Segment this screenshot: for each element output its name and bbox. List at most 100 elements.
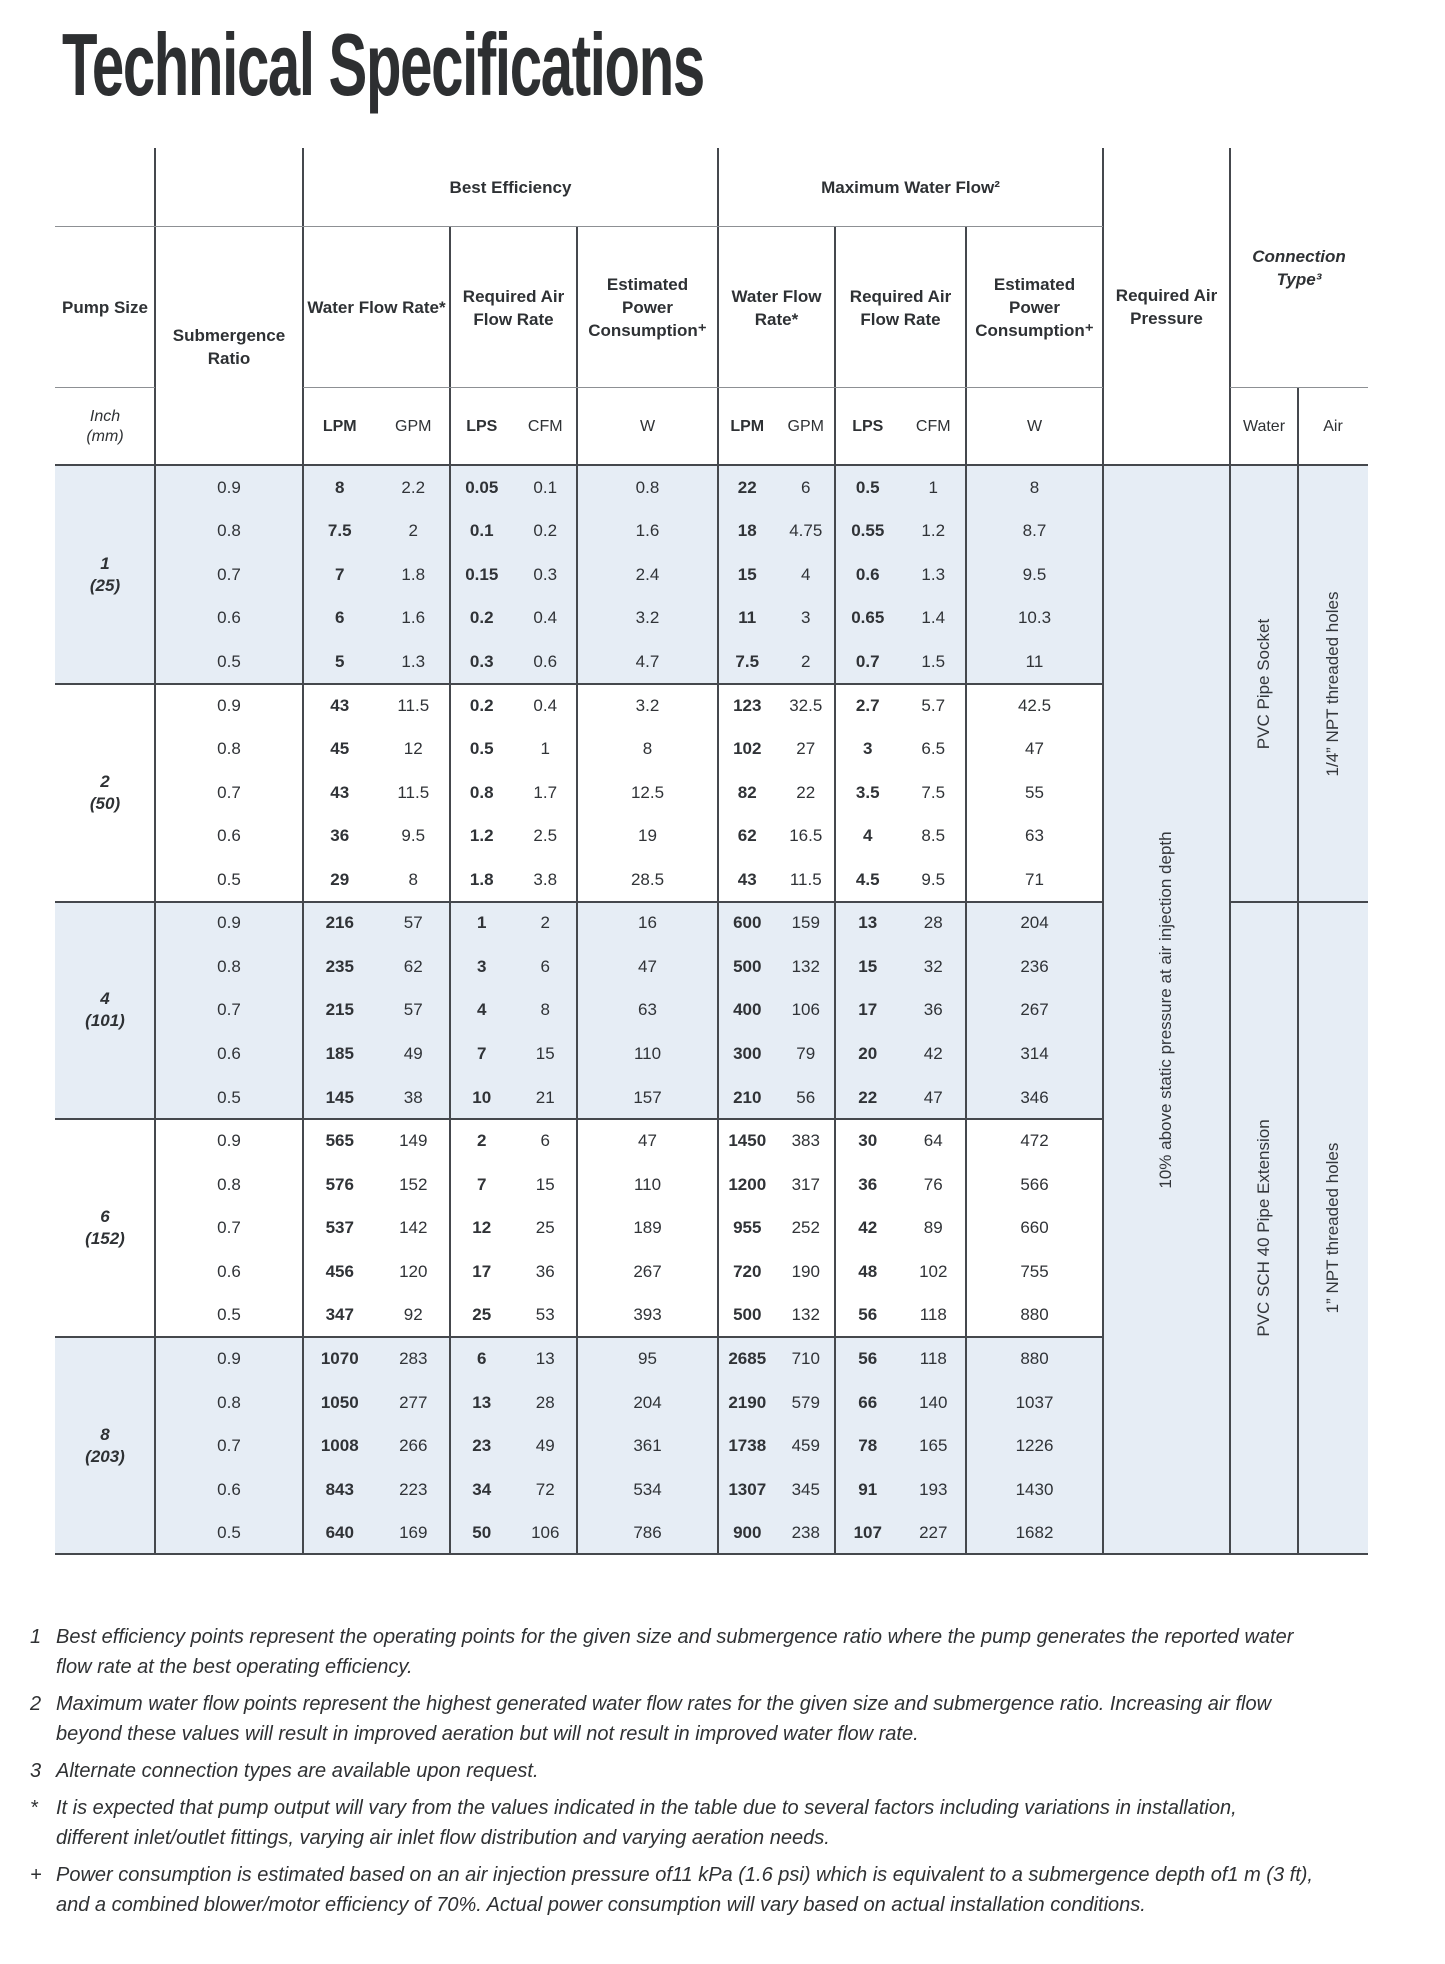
cell-mwf-lps: 2.7 xyxy=(855,695,880,715)
cell-mwf-cfm: 36 xyxy=(923,1000,943,1020)
grid-hline-units-b xyxy=(303,387,1103,388)
cell-be-w: 110 xyxy=(633,1044,662,1064)
cell-be-lps: 2 xyxy=(477,1131,487,1151)
cell-mwf-w: 204 xyxy=(1020,913,1049,933)
cell-be-gpm: 9.5 xyxy=(401,826,426,846)
table-row: 0.6 843 223 34 72 534 1307 345 91 193 1430 xyxy=(155,1468,1103,1512)
pump-size-cell: 2 (50) xyxy=(55,684,155,902)
cell-be-lps: 23 xyxy=(472,1436,492,1456)
table-row: 0.6 36 9.5 1.2 2.5 19 62 16.5 4 8.5 63 xyxy=(155,814,1103,858)
cell-be-w: 16 xyxy=(638,913,657,933)
cell-mwf-cfm: 89 xyxy=(923,1218,943,1238)
cell-mwf-w: 1037 xyxy=(1015,1392,1054,1412)
cell-mwf-w: 1682 xyxy=(1015,1523,1054,1543)
cell-mwf-gpm: 27 xyxy=(796,739,816,759)
unit-gpm-mwf: GPM xyxy=(787,418,824,435)
footnote-text: Alternate connection types are available… xyxy=(56,1760,539,1782)
cell-mwf-lps: 17 xyxy=(858,1000,878,1020)
cell-be-w: 189 xyxy=(633,1218,662,1238)
cell-be-w: 63 xyxy=(638,1000,657,1020)
cell-mwf-lps: 0.7 xyxy=(855,652,880,671)
cell-mwf-lps: 107 xyxy=(853,1523,882,1543)
cell-submergence-ratio: 0.7 xyxy=(217,564,241,584)
cell-mwf-gpm: 6 xyxy=(801,477,811,497)
cell-mwf-gpm: 16.5 xyxy=(789,826,823,846)
cell-be-cfm: 0.6 xyxy=(533,652,558,671)
cell-be-lps: 0.5 xyxy=(469,739,494,759)
cell-mwf-lps: 48 xyxy=(858,1261,878,1281)
cell-mwf-lpm: 15 xyxy=(737,564,757,584)
cell-mwf-gpm: 3 xyxy=(801,608,811,628)
cell-mwf-cfm: 1.3 xyxy=(921,564,946,584)
cell-be-lps: 12 xyxy=(472,1218,492,1238)
cell-be-lpm: 5 xyxy=(335,652,345,671)
col-header-water-flow-be: Water Flow Rate* xyxy=(307,298,446,317)
cell-mwf-lpm: 11 xyxy=(738,608,757,628)
cell-mwf-gpm: 238 xyxy=(791,1523,820,1543)
cell-submergence-ratio: 0.5 xyxy=(217,1523,241,1543)
cell-be-w: 786 xyxy=(633,1523,662,1543)
pump-size-mm: (101) xyxy=(85,1011,125,1031)
cell-be-lps: 0.3 xyxy=(469,652,494,671)
shaded-block-background xyxy=(55,1337,1103,1555)
footnote-text: Maximum water flow points represent the … xyxy=(56,1693,1272,1745)
grid-vline-mwf-2 xyxy=(964,227,967,1555)
cell-mwf-w: 314 xyxy=(1020,1044,1049,1064)
cell-be-lps: 0.2 xyxy=(469,608,494,628)
unit-connection-water: Water xyxy=(1242,418,1286,435)
cell-mwf-gpm: 579 xyxy=(791,1392,820,1412)
cell-be-lpm: 215 xyxy=(325,1000,354,1020)
footnotes: 1 Best efficiency points represent the op… xyxy=(30,1622,1422,1927)
cell-mwf-lpm: 1738 xyxy=(728,1436,767,1456)
cell-be-lps: 1 xyxy=(477,913,487,933)
cell-mwf-lps: 0.5 xyxy=(855,477,880,497)
cell-mwf-lps: 30 xyxy=(858,1131,878,1151)
cell-be-gpm: 2.2 xyxy=(401,477,426,497)
table-row: 0.7 43 11.5 0.8 1.7 12.5 82 22 3.5 7.5 55 xyxy=(155,771,1103,815)
cell-be-w: 47 xyxy=(638,956,657,976)
page-title: Technical Specifications xyxy=(62,15,705,114)
cell-mwf-cfm: 227 xyxy=(919,1523,948,1543)
cell-be-lps: 10 xyxy=(472,1087,492,1107)
cell-be-w: 28.5 xyxy=(630,869,665,889)
unit-lps-mwf: LPS xyxy=(852,418,884,435)
grid-vline-be-2 xyxy=(575,227,578,1555)
grid-vline-pump xyxy=(153,148,156,1555)
col-header-power-be: Estimated Power Consumption⁺ xyxy=(588,275,707,340)
cell-mwf-cfm: 9.5 xyxy=(921,869,946,889)
cell-be-gpm: 266 xyxy=(399,1436,428,1456)
cell-be-lpm: 45 xyxy=(330,739,350,759)
cell-be-gpm: 223 xyxy=(399,1479,428,1499)
cell-be-lpm: 456 xyxy=(325,1261,354,1281)
pump-size-cell: 1 (25) xyxy=(55,466,155,684)
cell-be-gpm: 152 xyxy=(399,1174,428,1194)
cell-mwf-gpm: 132 xyxy=(791,956,820,976)
cell-be-lpm: 1070 xyxy=(320,1348,359,1368)
cell-mwf-w: 1430 xyxy=(1015,1479,1054,1499)
cell-mwf-lpm: 300 xyxy=(733,1044,762,1064)
cell-mwf-lpm: 2685 xyxy=(728,1348,767,1368)
cell-be-cfm: 1.7 xyxy=(533,782,558,802)
connection-divider xyxy=(1230,900,1368,903)
cell-mwf-lps: 56 xyxy=(858,1348,878,1368)
cell-mwf-gpm: 2 xyxy=(801,652,811,671)
cell-submergence-ratio: 0.9 xyxy=(217,1348,241,1368)
cell-submergence-ratio: 0.9 xyxy=(217,1131,241,1151)
cell-be-lpm: 640 xyxy=(325,1523,354,1543)
cell-be-cfm: 2.5 xyxy=(533,826,558,846)
cell-be-cfm: 72 xyxy=(535,1479,555,1499)
cell-be-lps: 0.1 xyxy=(469,521,494,541)
table-row: 0.7 1008 266 23 49 361 1738 459 78 165 1226 xyxy=(155,1424,1103,1468)
cell-mwf-w: 566 xyxy=(1020,1174,1049,1194)
cell-be-cfm: 53 xyxy=(535,1305,555,1325)
cell-be-cfm: 15 xyxy=(535,1044,555,1064)
cell-mwf-w: 346 xyxy=(1020,1087,1049,1107)
cell-mwf-lpm: 1450 xyxy=(728,1131,767,1151)
cell-mwf-w: 47 xyxy=(1025,739,1044,759)
cell-mwf-gpm: 4.75 xyxy=(789,521,823,541)
cell-be-w: 3.2 xyxy=(635,695,660,715)
cell-mwf-lpm: 43 xyxy=(737,869,757,889)
table-row: 0.6 185 49 7 15 110 300 79 20 42 314 xyxy=(155,1032,1103,1076)
grid-hline-data-top xyxy=(55,464,1368,466)
cell-submergence-ratio: 0.5 xyxy=(217,1305,241,1325)
